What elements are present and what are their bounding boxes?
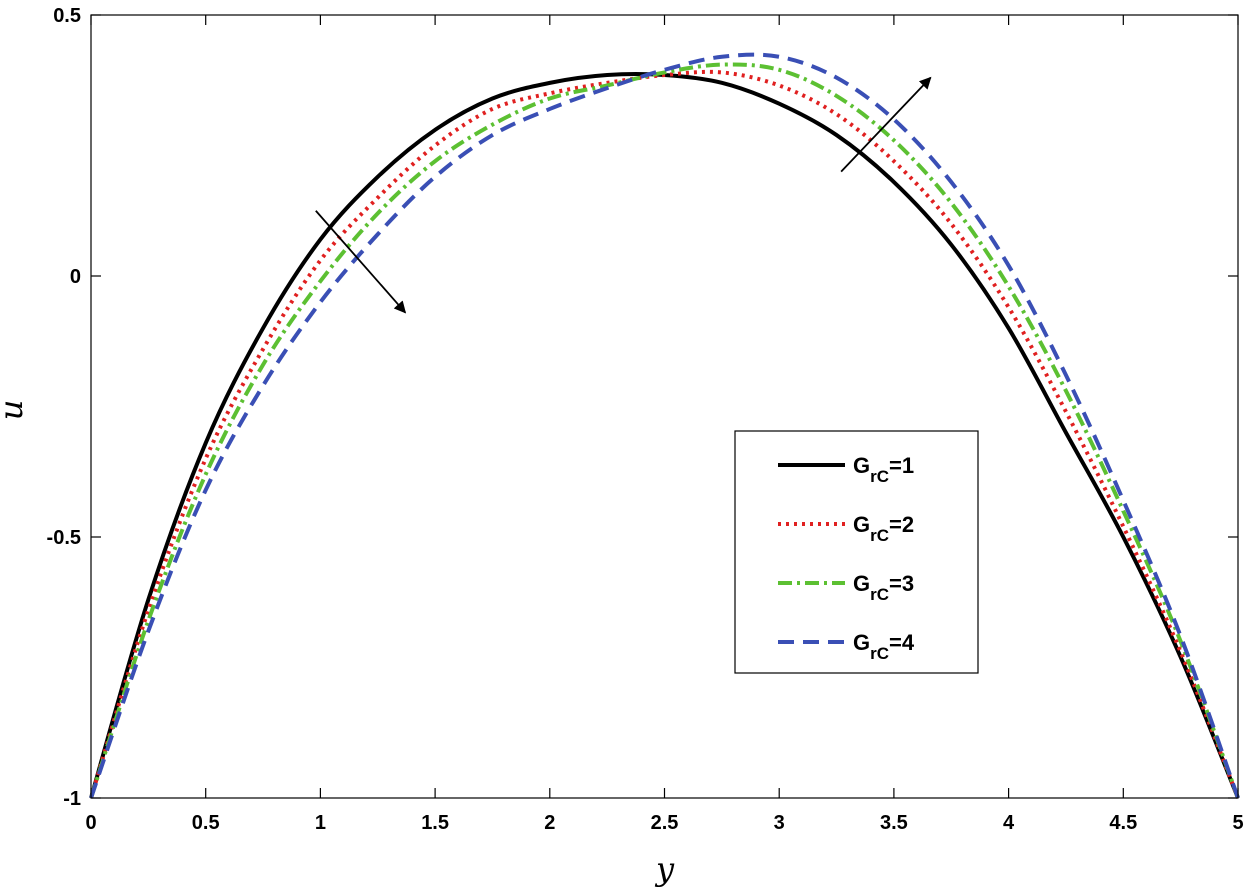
legend-label-sub: rC: [870, 585, 889, 604]
annotation-arrows: [315, 76, 932, 314]
x-tick-label: 0.5: [192, 812, 220, 834]
legend-label-value: =1: [889, 453, 914, 478]
x-tick-label: 0: [85, 812, 96, 834]
x-axis-label: y: [654, 850, 675, 888]
y-tick-label: 0: [70, 266, 81, 288]
annotation-arrow-2: [840, 76, 932, 173]
x-tick-label: 2: [544, 812, 555, 834]
series-line-3: [89, 62, 1240, 799]
annotation-arrow-1: [315, 210, 407, 314]
legend-label-3: GrC=3: [853, 571, 914, 604]
legend-label-sub: rC: [870, 644, 889, 663]
legend-box: [734, 430, 979, 674]
y-axis-label: u: [0, 400, 30, 421]
legend-label-value: =2: [889, 512, 914, 537]
legend-label-sub: rC: [870, 526, 889, 545]
x-tick-label: 5: [1232, 812, 1243, 834]
series-line-4: [89, 52, 1240, 799]
legend-label-main: G: [853, 571, 870, 596]
legend-label-1: GrC=1: [853, 453, 914, 486]
x-tick-label: 3: [774, 812, 785, 834]
y-tick-label: 0.5: [53, 5, 81, 27]
legend-label-4: GrC=4: [853, 630, 915, 663]
x-tick-label: 3.5: [880, 812, 908, 834]
legend-label-2: GrC=2: [853, 512, 914, 545]
plot-area: [89, 14, 1240, 799]
plot-frame: [90, 14, 1239, 799]
x-tick-label: 4.5: [1109, 812, 1137, 834]
y-tick-label: -1: [63, 788, 81, 810]
legend-label-main: G: [853, 630, 870, 655]
legend-label-value: =4: [889, 630, 915, 655]
x-tick-label: 2.5: [651, 812, 679, 834]
legend-label-main: G: [853, 512, 870, 537]
series-line-2: [89, 69, 1240, 799]
legend-label-main: G: [853, 453, 870, 478]
legend-label-sub: rC: [870, 467, 889, 486]
x-tick-label: 1: [315, 812, 326, 834]
y-axis-ticks: -1 -0.5 0 0.5: [47, 5, 1238, 810]
x-tick-label: 1.5: [421, 812, 449, 834]
x-axis-ticks: 0 0.5 1 1.5 2 2.5 3 3.5 4 4.5 5: [85, 15, 1244, 834]
y-tick-label: -0.5: [47, 527, 81, 549]
x-tick-label: 4: [1003, 812, 1015, 834]
legend-label-value: =3: [889, 571, 914, 596]
